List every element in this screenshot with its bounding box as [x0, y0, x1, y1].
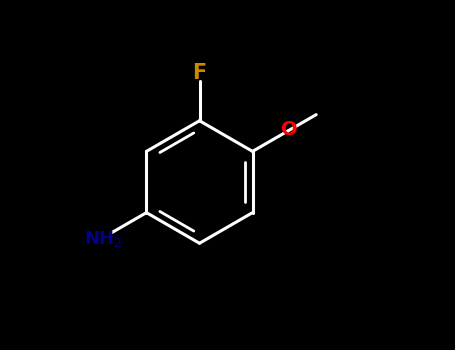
- Text: NH$_2$: NH$_2$: [84, 229, 122, 249]
- Text: F: F: [192, 63, 207, 83]
- Text: O: O: [281, 120, 298, 139]
